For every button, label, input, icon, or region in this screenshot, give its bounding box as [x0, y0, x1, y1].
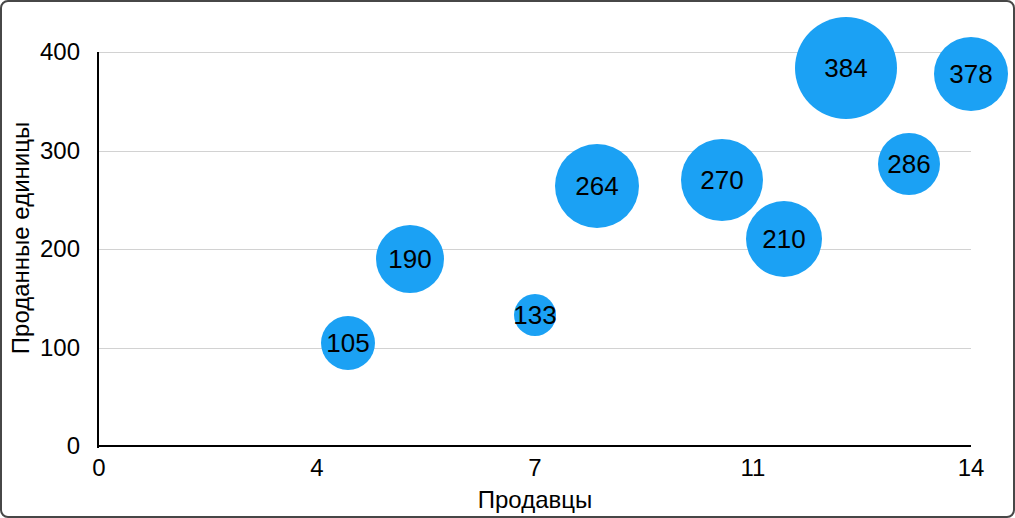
bubble-value-label: 133 [513, 300, 556, 331]
x-tick-label-11: 11 [713, 456, 793, 480]
bubble-210: 210 [746, 201, 822, 277]
bubble-value-label: 270 [700, 165, 743, 196]
bubble-190: 190 [376, 225, 444, 293]
x-tick-label-0: 0 [59, 456, 139, 480]
y-tick-label-0: 0 [18, 434, 80, 458]
gridline-y-200 [99, 249, 971, 250]
y-axis-line [97, 52, 99, 448]
bubble-384: 384 [795, 17, 897, 119]
x-tick-label-4: 4 [277, 456, 357, 480]
plot-area: 105190133264270210384286378 010020030040… [2, 2, 1013, 516]
bubble-value-label: 105 [326, 328, 369, 359]
bubble-value-label: 378 [949, 59, 992, 90]
bubble-286: 286 [878, 133, 940, 195]
x-tick-label-14: 14 [931, 456, 1011, 480]
bubble-270: 270 [681, 139, 763, 221]
bubble-value-label: 210 [762, 224, 805, 255]
bubble-264: 264 [555, 144, 639, 228]
bubble-133: 133 [514, 294, 556, 336]
bubble-value-label: 384 [824, 53, 867, 84]
bubble-value-label: 286 [887, 149, 930, 180]
y-tick-label-400: 400 [18, 40, 80, 64]
bubble-value-label: 264 [575, 171, 618, 202]
x-axis-title: Продавцы [478, 486, 593, 514]
x-axis-line [97, 445, 971, 447]
bubble-value-label: 190 [388, 244, 431, 275]
bubble-chart-figure: 105190133264270210384286378 010020030040… [0, 0, 1015, 518]
bubble-378: 378 [934, 37, 1008, 111]
bubble-105: 105 [321, 316, 375, 370]
gridline-y-100 [99, 348, 971, 349]
x-tick-label-7: 7 [495, 456, 575, 480]
gridline-y-300 [99, 151, 971, 152]
y-axis-title: Проданные единицы [7, 122, 35, 354]
